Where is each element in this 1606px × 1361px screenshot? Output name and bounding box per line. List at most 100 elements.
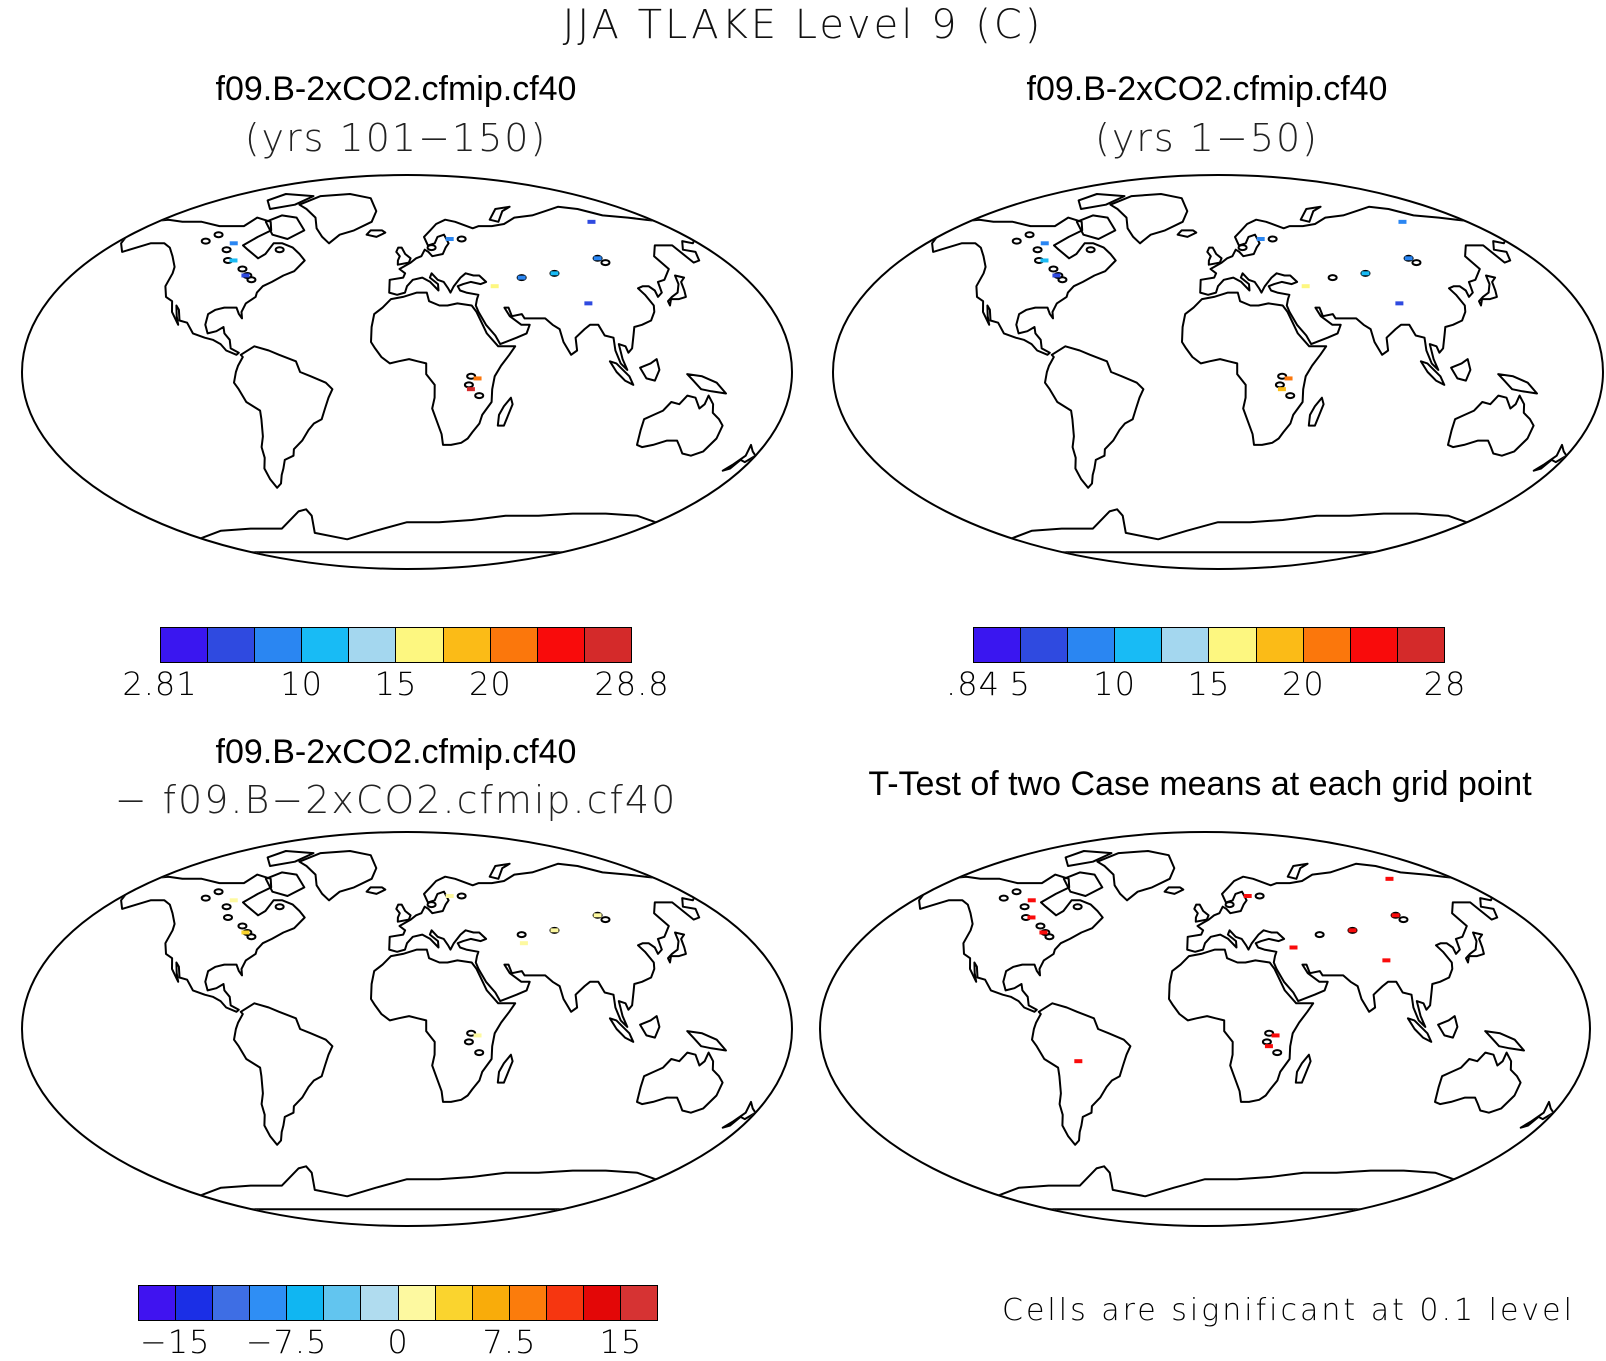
colorbar-top-right: [973, 627, 1445, 663]
lake-data-cell: [1395, 301, 1404, 306]
lake-outline: [463, 1038, 474, 1046]
lake-outline: [1224, 901, 1235, 909]
lake-outline: [200, 237, 211, 245]
lake-data-cell: [1348, 928, 1357, 933]
colorbar-swatch: [435, 1286, 473, 1320]
coast-baffin: [1075, 214, 1117, 240]
colorbar-swatch: [1162, 628, 1210, 662]
colorbar-tick-label: 2.81: [122, 665, 198, 703]
colorbar-top-left: [160, 627, 632, 663]
colorbar-tick-label: 15: [1187, 665, 1231, 703]
lake-data-cell: [229, 898, 238, 903]
colorbar-swatch: [1350, 628, 1398, 662]
colorbar-tick-label: 15: [374, 665, 418, 703]
lake-outline: [600, 916, 611, 924]
coast-iceland: [365, 886, 387, 895]
lake-outline: [998, 894, 1009, 902]
lake-outline: [1274, 381, 1285, 389]
lake-data-cell: [229, 258, 238, 263]
coast-newguinea: [1497, 373, 1538, 395]
lake-data-cell: [517, 275, 526, 280]
colorbar-swatch: [537, 628, 585, 662]
coast-newguinea: [1484, 1030, 1525, 1052]
panel-bottom-left-title: f09.B-2xCO2.cfmip.cf40: [215, 733, 577, 771]
lake-outline: [1072, 903, 1083, 911]
lake-outline: [1277, 372, 1288, 380]
colorbar-swatch: [1256, 628, 1304, 662]
coast-eurasia: [1186, 862, 1507, 1028]
colorbar-tick-label: 20: [469, 665, 512, 703]
coastlines: [931, 193, 1568, 554]
lake-outline: [1032, 246, 1043, 254]
coast-japan: [1478, 274, 1498, 307]
map-bottom-left-svg: [21, 831, 793, 1227]
map-bottom-left: [17, 827, 797, 1232]
lake-outline: [1057, 276, 1068, 284]
lake-data-cell: [1027, 915, 1036, 920]
coast-australia: [1434, 1051, 1522, 1114]
lake-outline: [600, 259, 611, 267]
lake-data-cell: [1074, 1059, 1083, 1064]
lake-data-cell: [241, 273, 250, 278]
colorbar-swatch: [546, 1286, 584, 1320]
coast-madagascar: [1307, 396, 1325, 427]
lake-outline: [516, 931, 527, 939]
map-border: [21, 831, 793, 1227]
lake-outline: [221, 246, 232, 254]
colorbar-swatch: [584, 628, 631, 662]
colorbar-swatch: [1068, 628, 1116, 662]
lake-data-cell: [593, 256, 602, 261]
coast-australia: [636, 394, 724, 457]
colorbar-swatch: [349, 628, 397, 662]
map-bottom-right: [815, 827, 1595, 1232]
coast-ellesmere: [266, 193, 315, 210]
lake-outline: [1314, 931, 1325, 939]
lake-data-cell: [519, 941, 528, 946]
panel-top-left-subtitle: (yrs 101−150): [244, 116, 548, 160]
map-border: [832, 174, 1604, 570]
coast-greenland: [1096, 850, 1176, 902]
lake-outline: [1261, 1038, 1272, 1046]
coast-madagascar: [496, 396, 514, 427]
lake-data-cell: [1243, 894, 1252, 899]
coast-madagascar: [1294, 1053, 1312, 1084]
lake-outline: [1011, 237, 1022, 245]
lake-data-cell: [1277, 387, 1286, 392]
colorbar-swatch: [302, 628, 350, 662]
lake-outline: [456, 235, 467, 243]
panel-bottom-right-title: T-Test of two Case means at each grid po…: [868, 765, 1532, 803]
colorbar-tick-label: 20: [1282, 665, 1325, 703]
colorbar-swatch: [398, 1286, 436, 1320]
lake-data-cell: [1398, 219, 1407, 224]
coast-novaya: [488, 205, 511, 223]
colorbar-swatch: [1021, 628, 1069, 662]
lake-data-cell: [445, 894, 454, 899]
colorbar-bottom-left: [138, 1285, 658, 1321]
coast-eurasia: [388, 862, 709, 1028]
coast-uk: [395, 903, 412, 923]
colorbar-swatch: [161, 628, 209, 662]
lake-data-cell: [473, 1033, 482, 1038]
colorbar-tick-label: 28: [1423, 665, 1467, 703]
map-top-left: [17, 170, 797, 575]
lake-data-cell: [473, 376, 482, 381]
colorbar-swatch: [176, 1286, 214, 1320]
coast-southamerica: [233, 1002, 334, 1146]
lake-outline: [1237, 244, 1248, 252]
lake-data-cell: [550, 928, 559, 933]
page-title: JJA TLAKE Level 9 (C): [562, 2, 1044, 48]
lake-outline: [246, 276, 257, 284]
map-border: [819, 831, 1591, 1227]
lake-outline: [237, 922, 248, 930]
lake-data-cell: [229, 241, 238, 246]
coast-iceland: [1176, 229, 1198, 238]
lake-data-cell: [1385, 876, 1394, 881]
coast-nz: [721, 1100, 757, 1129]
lake-data-cell: [445, 237, 454, 242]
lake-outline: [1024, 231, 1035, 239]
coast-nz: [721, 443, 757, 472]
coast-baffin: [264, 214, 306, 240]
coast-southamerica: [1031, 1002, 1132, 1146]
coast-novaya: [1286, 862, 1309, 880]
coast-australia: [1447, 394, 1535, 457]
